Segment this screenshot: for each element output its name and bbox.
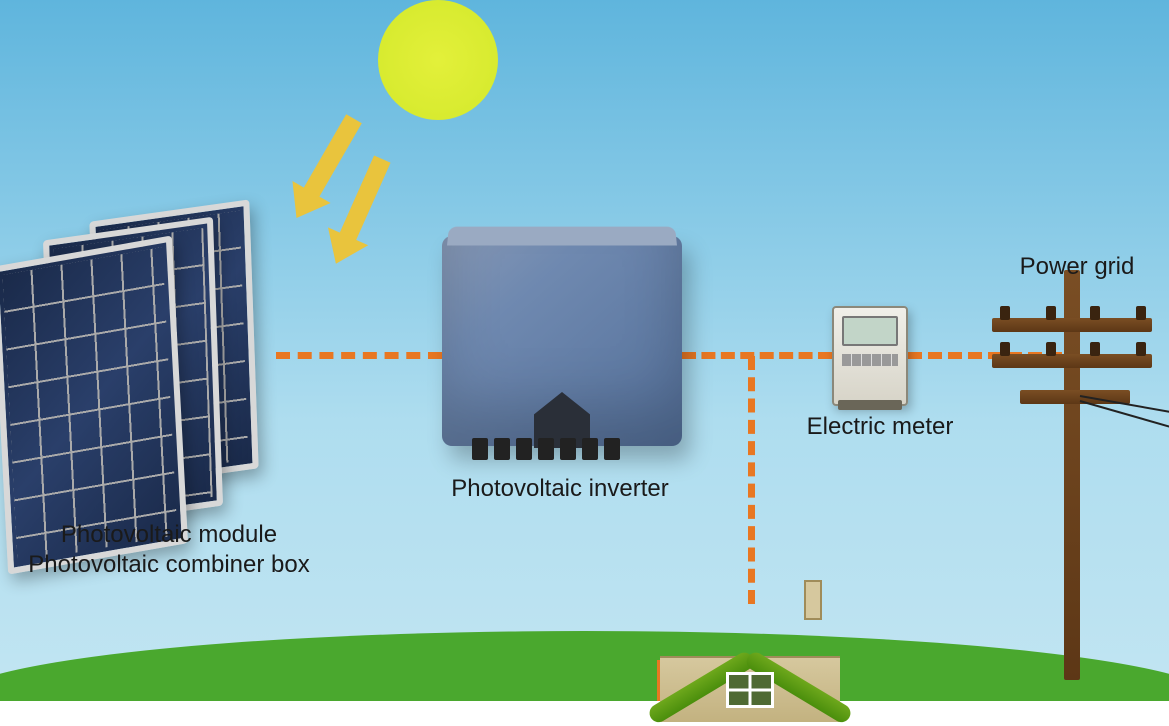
insulator-icon — [1046, 342, 1056, 356]
pole-crossarm-icon — [992, 354, 1152, 368]
insulator-icon — [1046, 306, 1056, 320]
label-pv-module: Photovoltaic module Photovoltaic combine… — [24, 520, 314, 580]
label-grid: Power grid — [1012, 252, 1142, 282]
insulator-icon — [1000, 342, 1010, 356]
insulator-icon — [1136, 342, 1146, 356]
inverter-icon — [442, 236, 682, 446]
insulator-icon — [1136, 306, 1146, 320]
sun-icon — [378, 0, 498, 120]
label-inverter: Photovoltaic inverter — [440, 474, 680, 504]
label-meter: Electric meter — [800, 412, 960, 442]
connection-line — [748, 356, 755, 604]
insulator-icon — [1090, 306, 1100, 320]
electric-meter-icon — [832, 306, 908, 406]
connection-line — [276, 352, 442, 359]
pole-crossarm-icon — [992, 318, 1152, 332]
house-icon — [640, 602, 860, 722]
insulator-icon — [1000, 306, 1010, 320]
connection-line — [682, 352, 832, 359]
insulator-icon — [1090, 342, 1100, 356]
